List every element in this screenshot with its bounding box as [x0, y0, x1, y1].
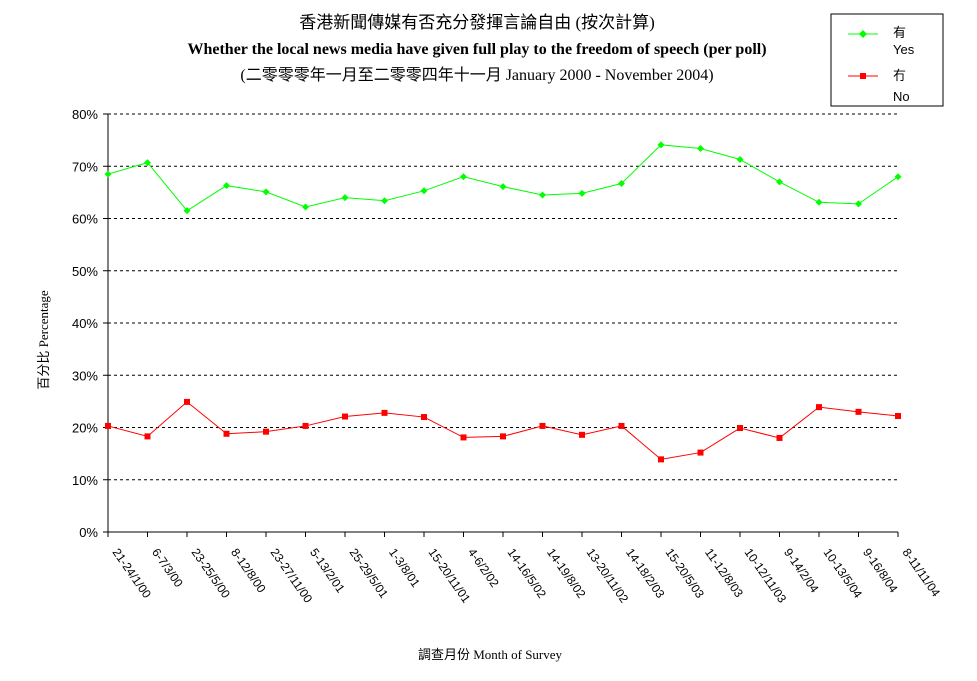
legend-yes-label-en: Yes [893, 42, 915, 57]
x-tick-label: 23-25/5/00 [189, 546, 234, 601]
chart-date-range: (二零零零年一月至二零零四年十一月 January 2000 - Novembe… [240, 66, 713, 84]
x-axis-title: 調查月份 Month of Survey [418, 647, 563, 662]
series-yes-point [262, 188, 270, 196]
legend-yes-label-zh: 有 [893, 25, 906, 40]
series-no-point [263, 428, 269, 435]
series-no-point [618, 422, 625, 429]
x-tick-label: 5-13/2/01 [307, 546, 348, 596]
series-no-point [776, 434, 783, 441]
series-yes-point [104, 170, 112, 178]
legend-no-marker [860, 73, 866, 79]
x-tick-label: 21-24/1/00 [110, 546, 155, 601]
y-tick-label: 70% [72, 159, 98, 174]
series-yes-point [183, 207, 191, 215]
x-tick-label: 14-19/8/02 [544, 546, 589, 601]
series-yes-point [539, 191, 546, 199]
chart-title: 香港新聞傳媒有否充分發揮言論自由 (按次計算) [299, 13, 655, 32]
y-tick-label: 60% [72, 212, 98, 227]
series-no-point [697, 449, 704, 456]
y-axis-title: 百分比 Percentage [36, 290, 51, 390]
series-yes-point [302, 203, 309, 211]
series-yes-point [618, 179, 625, 187]
series-no-point [421, 414, 427, 421]
series-no-line [107, 401, 899, 460]
series-yes-point [499, 183, 507, 191]
series-yes-point [381, 197, 388, 205]
series-yes-point [697, 144, 704, 152]
series-yes-line [107, 144, 899, 212]
x-tick-label: 6-7/3/00 [149, 546, 186, 590]
legend-yes-marker [859, 30, 867, 38]
y-axis: 0% 10% 20% 30% 40% 50% 60% 70% 80% [72, 107, 109, 540]
series-yes-point [341, 194, 349, 202]
series-yes-point [460, 173, 467, 181]
series-yes-point [855, 200, 862, 208]
gridlines [108, 113, 898, 481]
series-no-point [223, 430, 230, 437]
x-tick-label: 1-3/8/01 [386, 546, 423, 590]
y-tick-label: 80% [72, 107, 98, 122]
series-no-point [105, 422, 111, 429]
series-no-point [500, 433, 506, 440]
series-no-point [539, 422, 546, 429]
series-no-point [855, 408, 862, 415]
series-yes-point [894, 173, 902, 181]
series-yes-point [578, 189, 586, 197]
x-tick-label: 8-12/8/00 [228, 546, 269, 596]
x-tick-label: 15-20/5/03 [663, 546, 708, 601]
series-yes-point [776, 178, 783, 186]
y-tick-label: 30% [72, 368, 98, 383]
x-tick-label: 25-29/5/01 [347, 546, 392, 601]
x-tick-label: 9-16/8/04 [860, 546, 901, 596]
chart-subtitle: Whether the local news media have given … [187, 41, 766, 58]
series-no-point [184, 398, 190, 405]
series-yes-point [223, 182, 230, 190]
legend: 有 Yes 冇 No [830, 13, 944, 107]
series-yes-point [657, 141, 665, 149]
x-axis: 21-24/1/006-7/3/00 23-25/5/008-12/8/0023-… [107, 531, 944, 606]
y-tick-label: 20% [72, 421, 98, 436]
series-no-point [816, 404, 822, 411]
legend-no-label-zh: 冇 [893, 68, 906, 83]
series-group [104, 141, 902, 463]
x-tick-label: 11-12/8/03 [702, 546, 746, 601]
x-tick-label: 10-13/5/04 [821, 546, 866, 601]
y-tick-label: 10% [72, 473, 98, 488]
series-yes-point [420, 187, 428, 195]
x-tick-label: 4-6/2/02 [465, 546, 502, 590]
series-no-point [302, 422, 309, 429]
series-yes-point [144, 159, 151, 167]
x-tick-label: 14-16/5/02 [505, 546, 550, 601]
series-no-point [460, 434, 467, 441]
series-no-point [381, 409, 388, 416]
x-tick-label: 14-18/2/03 [623, 546, 668, 601]
legend-box [830, 13, 944, 107]
y-tick-label: 40% [72, 316, 98, 331]
y-tick-label: 50% [72, 264, 98, 279]
series-no-point [144, 433, 151, 440]
series-yes-point [736, 155, 744, 163]
x-tick-label: 8-11/11/04 [900, 546, 944, 600]
y-tick-label: 0% [79, 525, 98, 540]
series-no-point [658, 456, 664, 463]
x-tick-label: 9-14/2/04 [781, 546, 822, 596]
series-no-point [342, 413, 348, 420]
series-no-point [737, 425, 743, 432]
legend-no-label-en: No [893, 89, 910, 104]
series-no-point [895, 413, 901, 420]
series-yes-point [815, 198, 823, 206]
series-no-point [579, 431, 585, 438]
